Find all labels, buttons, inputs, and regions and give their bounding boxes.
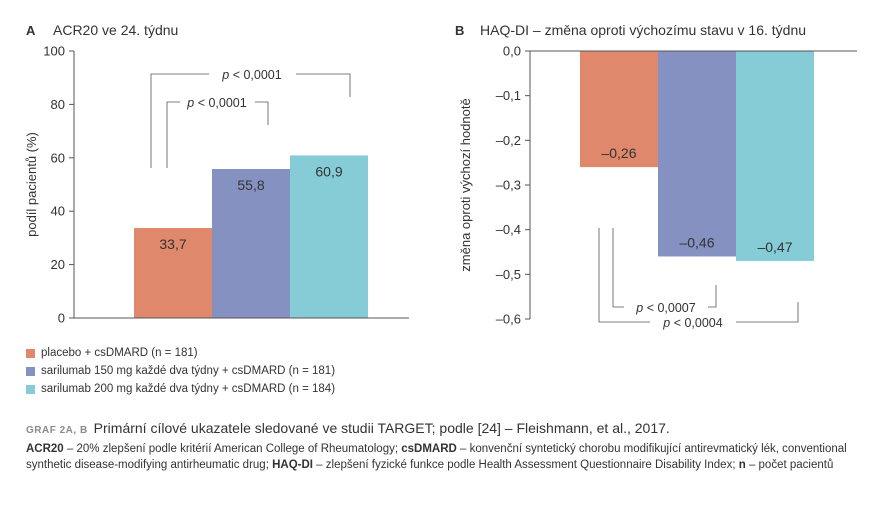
panel-a-bar-0	[134, 228, 212, 318]
def-text-n: – počet pacientů	[745, 458, 834, 471]
panel-b-y-axis-label: změna oproti výchozí hodnotě	[458, 98, 473, 271]
panel-b-annotation-outer: p < 0,0004	[662, 316, 722, 330]
panel-a-data-label-1: 55,8	[237, 177, 264, 193]
panel-a-annotation-inner: p < 0,0001	[186, 96, 246, 110]
panel-b-bar-1	[658, 51, 736, 257]
caption-title: Primární cílové ukazatele sledované ve s…	[93, 420, 670, 436]
caption-title-line: GRAF 2A, B Primární cílové ukazatele sled…	[26, 420, 866, 436]
panel-b-y-tick-label-0: 0,0	[503, 44, 521, 59]
panel-b-data-label-2: –0,47	[757, 239, 792, 255]
panel-a-bracket-outer-right	[296, 73, 351, 97]
panel-b-bracket-outer-right	[736, 302, 799, 323]
panel-b-bar-0	[580, 51, 658, 168]
panel-b-letter: B	[455, 23, 464, 38]
panel-a-y-tick-label-4: 80	[51, 97, 65, 112]
panel-b-data-label-0: –0,26	[601, 145, 636, 161]
def-text-csdmard: – konvenční syntetický chorobu modifikuj…	[26, 443, 847, 471]
panel-a-bar-1	[212, 169, 290, 318]
panel-b-data-label-1: –0,46	[679, 234, 714, 250]
panel-a-y-tick-label-5: 100	[43, 44, 65, 59]
def-term-haqdi: HAQ-DI	[272, 458, 313, 471]
panel-b-y-tick-label-3: –0,3	[496, 178, 521, 193]
panel-a-y-tick-label-0: 0	[58, 311, 65, 326]
panel-a-bracket-outer-left	[150, 73, 209, 168]
legend-label-placebo: placebo + csDMARD (n = 181)	[41, 347, 198, 359]
panel-b-y-tick-label-1: –0,1	[496, 88, 521, 103]
panel-b-y-tick-label-2: –0,2	[496, 133, 521, 148]
panel-a-title: ACR20 ve 24. týdnu	[53, 22, 178, 38]
panel-b-y-tick-label-4: –0,4	[496, 222, 521, 237]
legend-swatch-sarilumab-150	[26, 366, 35, 376]
panel-a-letter: A	[26, 23, 36, 38]
legend-label-sarilumab-200: sarilumab 200 mg každé dva týdny + csDMA…	[41, 383, 336, 395]
legend-swatch-sarilumab-200	[26, 384, 35, 394]
caption-definitions: ACR20 – 20% zlepšení podle kritérií Amer…	[26, 442, 866, 473]
def-text-haqdi: – zlepšení fyzické funkce podle Health A…	[312, 458, 739, 471]
panel-a-y-axis-label: podíl pacientů (%)	[24, 132, 39, 237]
panel-a-bar-2	[290, 155, 368, 318]
def-text-acr20: – 20% zlepšení podle kritérií American C…	[63, 443, 402, 455]
figure-caption: GRAF 2A, B Primární cílové ukazatele sled…	[26, 420, 866, 473]
panel-b-y-tick-label-5: –0,5	[496, 267, 521, 282]
panel-a-y-tick-label-3: 60	[51, 150, 65, 165]
figure: A ACR20 ve 24. týdnu podíl pacientů (%) 33,…	[24, 22, 857, 330]
panel-a-bracket-inner-right	[255, 101, 269, 125]
panel-a-data-label-0: 33,7	[159, 236, 186, 252]
panel-b-bracket-outer-left	[598, 228, 650, 323]
legend-swatch-placebo	[26, 348, 35, 358]
panel-a-data-label-2: 60,9	[315, 163, 342, 179]
panel-a: A ACR20 ve 24. týdnu podíl pacientů (%) 33,…	[24, 22, 409, 326]
panel-a-bracket-inner-left	[166, 101, 180, 168]
caption-label: GRAF 2A, B	[26, 425, 88, 436]
panel-b-y-tick-label-6: –0,6	[496, 312, 521, 327]
panel-b: B HAQ-DI – změna oproti výchozímu stavu v…	[455, 22, 857, 330]
legend-item-sarilumab-200: sarilumab 200 mg každé dva týdny + csDMA…	[26, 380, 335, 398]
legend-item-sarilumab-150: sarilumab 150 mg každé dva týdny + csDMA…	[26, 362, 335, 380]
legend-item-placebo: placebo + csDMARD (n = 181)	[26, 344, 335, 362]
def-term-acr20: ACR20	[26, 443, 64, 455]
legend: placebo + csDMARD (n = 181) sarilumab 15…	[26, 344, 335, 398]
panel-b-annotation-inner: p < 0,0007	[635, 301, 695, 315]
panel-b-bracket-inner-right	[708, 285, 717, 308]
panel-b-title: HAQ-DI – změna oproti výchozímu stavu v …	[480, 22, 806, 38]
def-term-n: n	[738, 458, 746, 471]
panel-b-bracket-inner-left	[612, 228, 624, 308]
panel-a-annotation-outer: p < 0,0001	[221, 68, 281, 82]
def-term-csdmard: csDMARD	[401, 443, 457, 455]
panel-b-bar-2	[736, 51, 814, 261]
panel-a-y-tick-label-1: 20	[51, 257, 65, 272]
legend-label-sarilumab-150: sarilumab 150 mg každé dva týdny + csDMA…	[41, 365, 336, 377]
panel-a-y-tick-label-2: 40	[51, 204, 65, 219]
